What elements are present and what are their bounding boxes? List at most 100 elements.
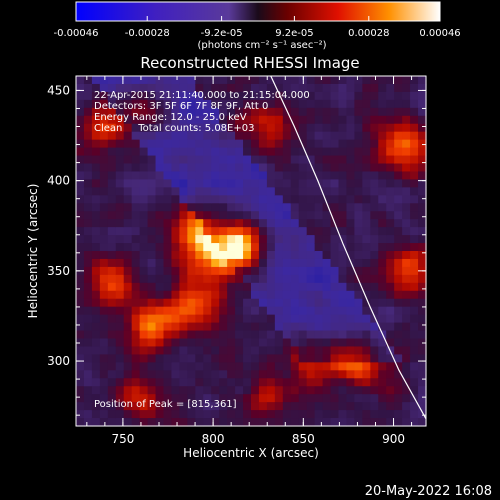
heatmap-cell xyxy=(140,267,149,276)
heatmap-cell xyxy=(259,148,268,157)
heatmap-cell xyxy=(323,354,332,363)
heatmap-cell xyxy=(148,140,157,149)
heatmap-cell xyxy=(259,283,268,292)
heatmap-cell xyxy=(386,219,395,228)
heatmap-cell xyxy=(235,354,244,363)
heatmap-cell xyxy=(331,179,340,188)
heatmap-cell xyxy=(76,259,85,268)
heatmap-cell xyxy=(156,148,165,157)
heatmap-cell xyxy=(203,315,212,324)
heatmap-cell xyxy=(410,259,419,268)
heatmap-cell xyxy=(227,195,236,204)
heatmap-cell xyxy=(378,76,387,85)
heatmap-cell xyxy=(307,195,316,204)
heatmap-cell xyxy=(307,140,316,149)
heatmap-cell xyxy=(346,116,355,125)
heatmap-cell xyxy=(394,323,403,332)
y-axis-label: Heliocentric Y (arcsec) xyxy=(26,184,40,319)
heatmap-cell xyxy=(243,410,252,419)
heatmap-cell xyxy=(92,323,101,332)
heatmap-cell xyxy=(100,283,109,292)
heatmap-cell xyxy=(259,410,268,419)
heatmap-cell xyxy=(362,219,371,228)
heatmap-cell xyxy=(179,171,188,180)
heatmap-cell xyxy=(323,291,332,300)
heatmap-cell xyxy=(251,140,260,149)
heatmap-cell xyxy=(84,92,93,101)
heatmap-cell xyxy=(410,370,419,379)
heatmap-cell xyxy=(219,307,228,316)
heatmap-cell xyxy=(410,315,419,324)
y-tick-label: 350 xyxy=(47,264,70,278)
heatmap-cell xyxy=(315,92,324,101)
heatmap-cell xyxy=(76,386,85,395)
heatmap-cell xyxy=(243,307,252,316)
heatmap-cell xyxy=(275,116,284,125)
heatmap-cell xyxy=(187,307,196,316)
heatmap-cell xyxy=(275,275,284,284)
heatmap-cell xyxy=(402,259,411,268)
heatmap-cell xyxy=(76,76,85,85)
heatmap-cell xyxy=(394,378,403,387)
heatmap-cell xyxy=(227,148,236,157)
heatmap-cell xyxy=(219,267,228,276)
heatmap-cell xyxy=(386,362,395,371)
x-tick-label: 750 xyxy=(111,432,134,446)
heatmap-cell xyxy=(219,410,228,419)
heatmap-cell xyxy=(164,323,173,332)
colorbar-tick-label: 0.00028 xyxy=(348,28,389,39)
heatmap-cell xyxy=(315,418,324,427)
heatmap-cell xyxy=(211,386,220,395)
x-axis-label: Heliocentric X (arcsec) xyxy=(183,446,319,460)
heatmap-cell xyxy=(211,171,220,180)
heatmap-cell xyxy=(354,299,363,308)
heatmap-cell xyxy=(179,283,188,292)
heatmap-cell xyxy=(402,195,411,204)
heatmap-cell xyxy=(323,148,332,157)
heatmap-cell xyxy=(140,307,149,316)
heatmap-cell xyxy=(124,299,133,308)
heatmap-cell xyxy=(148,370,157,379)
heatmap-cell xyxy=(402,275,411,284)
heatmap-cell xyxy=(251,259,260,268)
heatmap-cell xyxy=(251,164,260,173)
heatmap-cell xyxy=(331,267,340,276)
heatmap-cell xyxy=(132,76,141,85)
heatmap-cell xyxy=(84,108,93,117)
heatmap-cell xyxy=(251,179,260,188)
heatmap-cell xyxy=(418,171,427,180)
heatmap-cell xyxy=(323,100,332,109)
heatmap-cell xyxy=(331,323,340,332)
heatmap-cell xyxy=(331,331,340,340)
heatmap-cell xyxy=(370,187,379,196)
heatmap-cell xyxy=(100,140,109,149)
heatmap-cell xyxy=(148,156,157,165)
heatmap-cell xyxy=(100,243,109,252)
heatmap-cell xyxy=(267,331,276,340)
heatmap-cell xyxy=(195,307,204,316)
heatmap-cell xyxy=(259,323,268,332)
heatmap-cell xyxy=(315,100,324,109)
heatmap-cell xyxy=(323,92,332,101)
heatmap-cell xyxy=(108,267,117,276)
heatmap-cell xyxy=(116,323,125,332)
heatmap-cell xyxy=(402,76,411,85)
heatmap-cell xyxy=(410,116,419,125)
heatmap-cell xyxy=(164,354,173,363)
heatmap-cell xyxy=(203,243,212,252)
heatmap-cell xyxy=(354,235,363,244)
heatmap-cell xyxy=(179,195,188,204)
heatmap-cell xyxy=(299,195,308,204)
heatmap-cell xyxy=(370,108,379,117)
heatmap-cell xyxy=(219,331,228,340)
heatmap-cell xyxy=(418,219,427,228)
heatmap-cell xyxy=(187,243,196,252)
heatmap-cell xyxy=(291,148,300,157)
heatmap-cell xyxy=(195,331,204,340)
heatmap-cell xyxy=(219,203,228,212)
heatmap-cell xyxy=(116,187,125,196)
heatmap-cell xyxy=(346,354,355,363)
heatmap-cell xyxy=(76,203,85,212)
heatmap-cell xyxy=(76,354,85,363)
heatmap-cell xyxy=(76,108,85,117)
